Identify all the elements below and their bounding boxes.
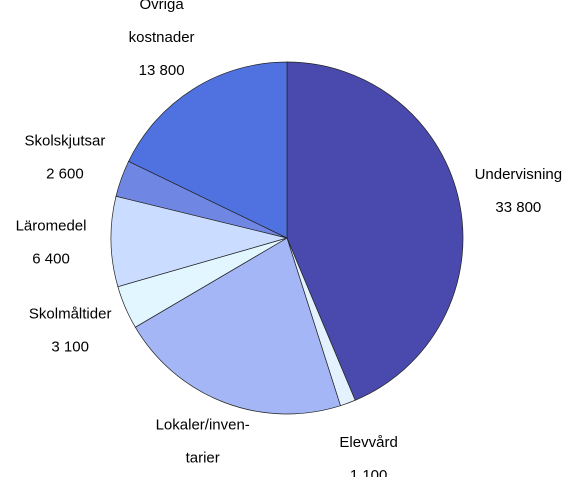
value-label: 6 400: [32, 250, 70, 267]
pie-slice: [110, 195, 289, 288]
value-label: 1 100: [350, 467, 388, 477]
slice-label: Skolmåltider: [29, 306, 112, 323]
pie-slice: [134, 237, 341, 415]
value-label: 3 100: [51, 339, 89, 356]
value-label: 13 800: [139, 62, 185, 79]
slice-label: Elevvård: [339, 434, 397, 451]
slice-label: Läromedel: [16, 217, 87, 234]
slice-label: Undervisning: [475, 166, 563, 183]
value-label: 2 600: [46, 166, 84, 183]
slice-label: Övriga: [140, 0, 185, 13]
slice-label: Skolskjutsar: [24, 133, 105, 150]
pie-slice: [286, 61, 464, 401]
slice-label: tarier: [186, 449, 220, 466]
slice-label: Lokaler/inven-: [156, 416, 250, 433]
pie-slice: [128, 61, 288, 239]
slice-label: kostnader: [129, 29, 195, 46]
value-label: 33 800: [495, 199, 541, 216]
